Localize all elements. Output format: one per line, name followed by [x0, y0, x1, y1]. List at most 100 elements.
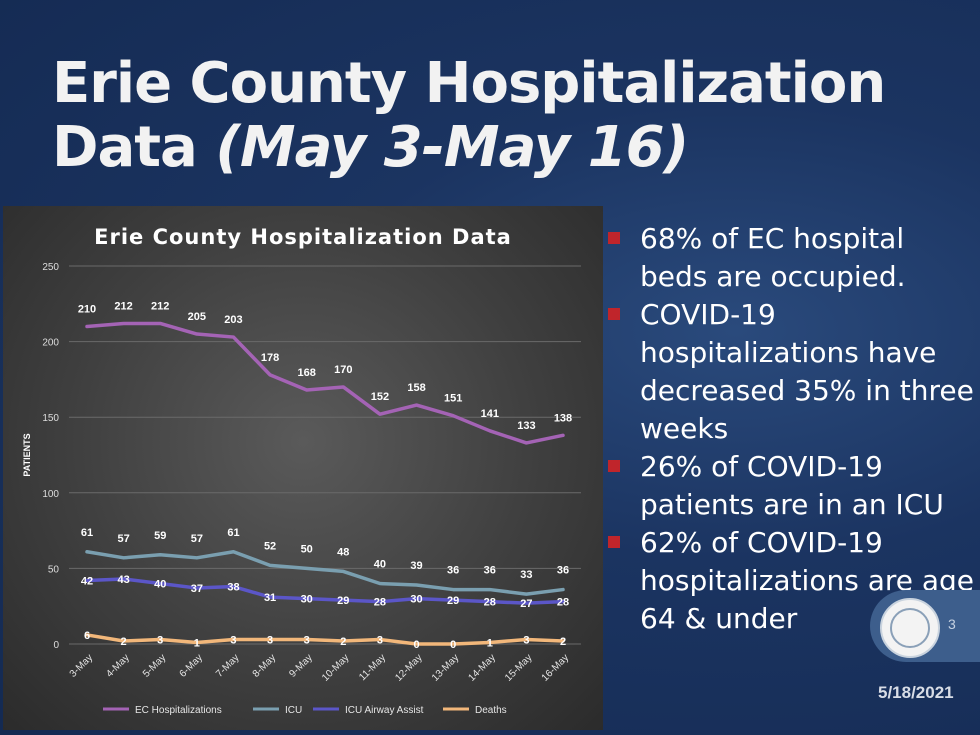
x-tick-label: 8-May — [251, 652, 278, 679]
chart-panel: Erie County Hospitalization Data 0 50 100 15… — [3, 206, 603, 730]
series-line-0 — [85, 321, 565, 445]
data-label: 212 — [151, 300, 169, 312]
title-line-1: Erie County Hospitalization — [52, 51, 886, 116]
data-label: 28 — [374, 597, 386, 609]
chart-title: Erie County Hospitalization Data — [94, 225, 512, 249]
data-label: 178 — [261, 352, 279, 364]
data-label: 138 — [554, 412, 572, 424]
data-label: 42 — [81, 575, 93, 587]
x-tick-label: 16-May — [540, 652, 571, 683]
data-label: 38 — [227, 582, 239, 594]
legend-label: ICU Airway Assist — [345, 705, 424, 716]
data-label: 151 — [444, 393, 462, 405]
bullet-marker — [608, 232, 620, 244]
x-tick-label: 3-May — [68, 652, 95, 679]
data-label: 0 — [450, 639, 456, 651]
data-label: 27 — [520, 598, 532, 610]
data-label: 59 — [154, 530, 166, 542]
legend-label: ICU — [285, 705, 302, 716]
data-label: 205 — [188, 311, 206, 323]
data-label: 36 — [447, 565, 459, 577]
bullet-marker — [608, 460, 620, 472]
data-label: 1 — [487, 637, 493, 649]
data-label: 6 — [84, 630, 90, 642]
data-label: 29 — [337, 595, 349, 607]
data-label: 33 — [520, 569, 532, 581]
series-line-2 — [85, 577, 565, 605]
data-label: 2 — [560, 636, 566, 648]
bullet-item: 26% of COVID-19 patients are in an ICU — [606, 448, 976, 524]
data-label: 30 — [410, 594, 422, 606]
data-label: 3 — [230, 634, 236, 646]
x-tick-label: 6-May — [178, 652, 205, 679]
x-tick-label: 14-May — [467, 652, 498, 683]
x-tick-label: 11-May — [357, 652, 388, 683]
x-tick-label: 12-May — [393, 652, 424, 683]
data-label: 2 — [340, 636, 346, 648]
data-label: 43 — [117, 574, 129, 586]
slide-date: 5/18/2021 — [878, 683, 954, 702]
bullet-text: COVID-19 hospitalizations have decreased… — [640, 298, 974, 445]
county-seal-icon — [880, 598, 940, 658]
data-label: 50 — [301, 543, 313, 555]
data-label: 158 — [407, 382, 425, 394]
x-tick-label: 15-May — [503, 652, 534, 683]
title-line-2: Data (May 3-May 16) — [52, 116, 952, 180]
data-label: 210 — [78, 303, 96, 315]
x-tick-label: 13-May — [430, 652, 461, 683]
x-tick-label: 9-May — [287, 652, 314, 679]
data-label: 152 — [371, 391, 389, 403]
data-label: 29 — [447, 595, 459, 607]
data-label: 57 — [191, 533, 203, 545]
x-tick-label: 4-May — [104, 652, 131, 679]
data-label: 3 — [267, 634, 273, 646]
data-label: 212 — [114, 300, 132, 312]
x-tick-label: 10-May — [320, 652, 351, 683]
legend-label: EC Hospitalizations — [135, 705, 222, 716]
legend-label: Deaths — [475, 705, 507, 716]
data-label: 52 — [264, 540, 276, 552]
data-label: 37 — [191, 583, 203, 595]
data-label: 1 — [194, 637, 200, 649]
title-line-2-italic: (May 3-May 16) — [215, 115, 689, 180]
data-label: 39 — [410, 560, 422, 572]
data-label: 48 — [337, 546, 349, 558]
bullet-item: 68% of EC hospital beds are occupied. — [606, 220, 976, 296]
data-label: 3 — [157, 634, 163, 646]
data-label: 40 — [154, 579, 166, 591]
y-tick-label: 50 — [48, 564, 60, 575]
slide-title: Erie County Hospitalization Data (May 3-… — [52, 52, 952, 180]
data-label: 31 — [264, 592, 276, 604]
bullet-text: 26% of COVID-19 patients are in an ICU — [640, 450, 944, 521]
hospitalization-line-chart: Erie County Hospitalization Data05010015… — [22, 225, 581, 716]
bullet-text: 68% of EC hospital beds are occupied. — [640, 222, 906, 293]
series-line-3 — [85, 633, 565, 646]
y-tick-label: 250 — [42, 262, 59, 273]
data-label: 40 — [374, 559, 386, 571]
data-label: 61 — [227, 527, 239, 539]
data-label: 61 — [81, 527, 93, 539]
data-label: 203 — [224, 314, 242, 326]
data-label: 168 — [298, 367, 316, 379]
title-line-2-plain: Data — [52, 115, 216, 180]
data-label: 57 — [117, 533, 129, 545]
data-label: 141 — [481, 408, 499, 420]
y-tick-label: 0 — [53, 640, 59, 651]
data-label: 170 — [334, 364, 352, 376]
data-label: 36 — [484, 565, 496, 577]
bullet-marker — [608, 536, 620, 548]
data-label: 28 — [557, 597, 569, 609]
data-label: 133 — [517, 420, 535, 432]
data-label: 3 — [523, 634, 529, 646]
data-label: 2 — [121, 636, 127, 648]
bullet-item: COVID-19 hospitalizations have decreased… — [606, 296, 976, 448]
bullet-list: 68% of EC hospital beds are occupied. CO… — [606, 220, 976, 638]
y-tick-label: 150 — [42, 413, 59, 424]
bullet-marker — [608, 308, 620, 320]
data-label: 3 — [304, 634, 310, 646]
page-number: 3 — [948, 616, 956, 632]
x-tick-label: 7-May — [214, 652, 241, 679]
data-label: 0 — [413, 639, 419, 651]
data-label: 36 — [557, 565, 569, 577]
x-tick-label: 5-May — [141, 652, 168, 679]
